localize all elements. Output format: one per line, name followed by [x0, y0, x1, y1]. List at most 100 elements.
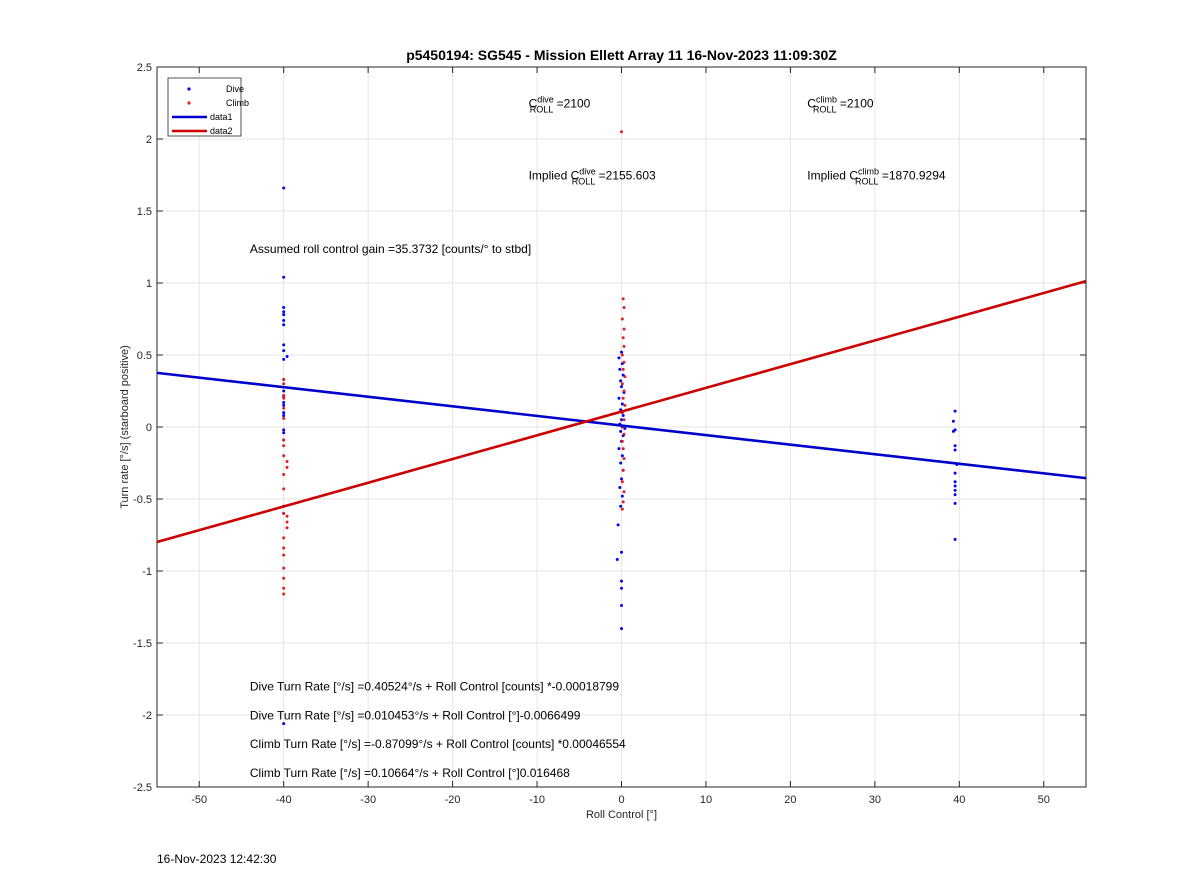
- data-point-climb: [282, 586, 286, 590]
- data-point-dive: [953, 501, 957, 505]
- y-tick-label: 2.5: [137, 62, 152, 74]
- data-point-climb: [282, 487, 286, 491]
- data-point-dive: [953, 444, 957, 448]
- data-point-climb: [621, 468, 625, 472]
- data-point-dive: [620, 454, 624, 458]
- data-point-climb: [282, 566, 286, 570]
- annotation-segment: climb: [858, 166, 879, 176]
- data-point-climb: [285, 465, 289, 469]
- annotation-segment: Assumed roll control gain =35.3732 [coun…: [250, 242, 531, 256]
- data-point-climb: [622, 327, 626, 331]
- data-point-climb: [282, 576, 286, 580]
- legend-label-data2: data2: [210, 126, 233, 136]
- annotation-eq1: Dive Turn Rate [°/s] =0.40524°/s + Roll …: [250, 680, 619, 694]
- data-point-climb: [622, 418, 626, 422]
- data-point-dive: [617, 356, 621, 360]
- data-point-dive: [620, 418, 623, 422]
- annotation-segment: climb: [816, 94, 837, 104]
- data-point-dive: [282, 389, 286, 393]
- x-tick-label: 10: [700, 794, 712, 806]
- data-point-dive: [953, 448, 957, 452]
- data-point-climb: [282, 454, 286, 458]
- data-point-dive: [282, 722, 286, 726]
- legend-label-climb: Climb: [226, 98, 249, 108]
- x-tick-label: -30: [360, 794, 376, 806]
- annotation-segment: Climb Turn Rate [°/s] =-0.87099°/s + Rol…: [250, 737, 626, 751]
- y-tick-label: 0.5: [137, 350, 152, 362]
- data-point-dive: [953, 480, 957, 484]
- data-point-climb: [282, 444, 286, 448]
- data-point-climb: [620, 507, 624, 511]
- annotation-c-dive: Cdive ROLL =2100: [529, 94, 591, 114]
- x-tick-label: -40: [276, 794, 292, 806]
- data-point-climb: [282, 396, 286, 400]
- data-point-dive: [621, 413, 625, 417]
- y-tick-label: -1: [142, 566, 152, 578]
- y-tick-label: 1.5: [137, 206, 152, 218]
- annotation-gain: Assumed roll control gain =35.3732 [coun…: [250, 242, 531, 256]
- data-point-dive: [620, 550, 623, 554]
- data-point-dive: [951, 419, 955, 423]
- data-point-dive: [282, 357, 286, 361]
- data-point-dive: [282, 411, 286, 415]
- data-point-climb: [282, 546, 286, 550]
- y-tick-label: -2.5: [133, 782, 152, 794]
- x-tick-label: -10: [529, 794, 545, 806]
- x-tick-label: 40: [953, 794, 965, 806]
- annotation-implied-climb: Implied Cclimb ROLL =1870.9294: [807, 166, 946, 186]
- data-point-climb: [282, 592, 286, 596]
- x-tick-label: 50: [1038, 794, 1050, 806]
- y-tick-label: 0: [146, 422, 152, 434]
- annotation-segment: Implied C: [807, 168, 858, 182]
- annotation-segment: Dive Turn Rate [°/s] =0.40524°/s + Roll …: [250, 680, 619, 694]
- data-point-dive: [282, 413, 286, 417]
- data-point-climb: [621, 396, 625, 400]
- data-point-climb: [620, 130, 623, 134]
- annotation-c-climb: Cclimb ROLL =2100: [807, 94, 874, 114]
- data-point-dive: [282, 343, 286, 347]
- y-tick-label: -0.5: [133, 494, 152, 506]
- data-point-dive: [619, 504, 623, 508]
- footer-timestamp: 16-Nov-2023 12:42:30: [157, 852, 277, 866]
- data-point-dive: [282, 313, 286, 317]
- data-point-dive: [617, 447, 621, 451]
- annotation-segment: ROLL: [530, 104, 554, 114]
- data-point-dive: [953, 493, 957, 497]
- x-tick-label: 0: [618, 794, 624, 806]
- data-point-climb: [282, 553, 286, 557]
- x-tick-label: -50: [191, 794, 207, 806]
- data-point-dive: [953, 471, 957, 475]
- data-point-dive: [282, 401, 286, 405]
- data-point-climb: [285, 460, 289, 464]
- data-point-dive: [620, 627, 623, 631]
- data-point-climb: [620, 317, 624, 321]
- annotation-segment: dive: [537, 94, 554, 104]
- data-point-dive: [282, 186, 286, 190]
- data-point-climb: [282, 406, 286, 410]
- data-point-dive: [620, 402, 624, 406]
- data-point-dive: [282, 323, 286, 327]
- data-point-climb: [621, 447, 625, 451]
- y-tick-label: 1: [146, 278, 152, 290]
- chart-title: p5450194: SG545 - Mission Ellett Array 1…: [406, 47, 837, 63]
- data-point-dive: [620, 477, 623, 481]
- data-point-dive: [953, 484, 957, 488]
- data-point-climb: [620, 439, 624, 443]
- data-point-dive: [617, 396, 621, 400]
- annotation-segment: Dive Turn Rate [°/s] =0.010453°/s + Roll…: [250, 708, 581, 722]
- data-point-dive: [282, 275, 286, 279]
- legend-box: [167, 77, 242, 137]
- data-point-dive: [619, 461, 623, 465]
- data-point-dive: [953, 537, 957, 541]
- data-point-dive: [282, 431, 286, 435]
- annotation-segment: =1870.9294: [879, 168, 946, 182]
- data-point-climb: [620, 382, 624, 386]
- legend-label-data1: data1: [210, 112, 233, 122]
- data-point-climb: [621, 336, 625, 340]
- legend-label-dive: Dive: [226, 84, 244, 94]
- y-tick-label: 2: [146, 134, 152, 146]
- series-line-data1: [156, 371, 1087, 480]
- data-point-climb: [622, 432, 626, 436]
- data-point-climb: [282, 393, 286, 397]
